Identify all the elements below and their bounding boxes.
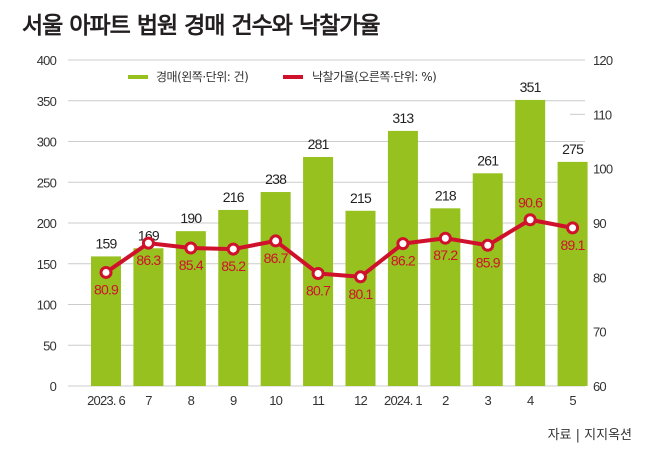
bar-value-label: 216 <box>223 189 245 205</box>
bar <box>472 173 503 386</box>
rate-point <box>99 265 113 279</box>
x-tick-label: 11 <box>312 393 324 408</box>
rate-value-label: 86.3 <box>136 252 161 268</box>
rate-value-label: 85.2 <box>221 258 246 274</box>
left-tick-label: 400 <box>37 53 57 68</box>
x-tick-label: 2024. 1 <box>384 393 422 408</box>
bar-value-label: 238 <box>265 171 287 187</box>
rate-point <box>141 236 155 250</box>
chart-title: 서울 아파트 법원 경매 건수와 낙찰가율 <box>22 13 381 39</box>
rate-value-label: 89.1 <box>561 237 586 253</box>
bar-value-label: 215 <box>350 190 372 206</box>
bar-value-label: 218 <box>435 187 457 203</box>
left-tick-label: 0 <box>50 379 57 394</box>
rate-value-label: 86.7 <box>264 250 289 266</box>
rate-line <box>104 217 573 279</box>
bar <box>218 209 249 386</box>
bar-value-label: 281 <box>308 136 330 152</box>
rate-value-label: 90.6 <box>518 195 543 211</box>
rate-point <box>269 234 283 248</box>
legend-label-auction: 경매(왼쪽·단위: 건) <box>156 70 248 84</box>
bar-value-label: 261 <box>477 152 499 168</box>
rate-value-label: 80.7 <box>306 283 331 299</box>
rate-value-label: 80.1 <box>348 286 373 302</box>
bar <box>515 99 546 386</box>
left-tick-label: 250 <box>37 175 57 190</box>
left-tick-label: 200 <box>37 216 57 231</box>
rate-point <box>438 231 452 245</box>
x-tick-label: 10 <box>269 393 282 408</box>
rate-point <box>523 213 537 227</box>
bar <box>260 192 291 386</box>
x-tick-label: 12 <box>354 393 367 408</box>
bar-value-label: 190 <box>180 210 202 226</box>
x-tick-label: 4 <box>527 393 534 408</box>
right-tick-label: 60 <box>593 379 606 394</box>
rate-value-label: 87.2 <box>433 247 458 263</box>
rate-point <box>311 267 325 281</box>
rate-point <box>184 241 198 255</box>
rate-point <box>566 221 580 235</box>
x-tick-label: 7 <box>145 393 152 408</box>
left-tick-label: 150 <box>37 257 57 272</box>
right-tick-label: 90 <box>593 216 606 231</box>
x-tick-label: 2023. 6 <box>87 393 125 408</box>
right-tick-label: 80 <box>593 270 606 285</box>
right-tick-label: 110 <box>593 107 612 122</box>
right-tick-label: 100 <box>593 162 613 177</box>
x-tick-label: 9 <box>230 393 237 408</box>
left-tick-label: 300 <box>37 135 57 150</box>
bar <box>387 130 418 386</box>
x-tick-label: 5 <box>569 393 576 408</box>
right-tick-label: 120 <box>593 53 613 68</box>
bar <box>345 210 376 386</box>
x-tick-label: 3 <box>485 393 492 408</box>
bar <box>557 161 588 386</box>
rate-value-label: 85.4 <box>179 257 204 273</box>
left-tick-label: 50 <box>43 338 56 353</box>
bar <box>175 231 206 386</box>
right-tick-label: 70 <box>593 325 606 340</box>
bar-value-label: 275 <box>562 141 584 157</box>
rate-point <box>396 237 410 251</box>
left-tick-label: 100 <box>37 298 57 313</box>
left-tick-label: 350 <box>37 94 57 109</box>
legend-label-rate: 낙찰가율(오른쪽·단위: %) <box>312 70 436 84</box>
rate-value-label: 86.2 <box>391 253 416 269</box>
source-note: 자료 | 지지옥션 <box>547 428 632 443</box>
bar-value-label: 159 <box>96 235 118 251</box>
bar-value-label: 313 <box>392 110 414 126</box>
bar-value-label: 351 <box>520 79 542 95</box>
rate-value-label: 85.9 <box>476 254 501 270</box>
x-tick-label: 2 <box>442 393 449 408</box>
rate-value-label: 80.9 <box>94 281 119 297</box>
rate-point <box>226 242 240 256</box>
x-tick-label: 8 <box>188 393 195 408</box>
rate-point <box>481 238 495 252</box>
bar <box>133 248 164 386</box>
rate-point <box>354 270 367 284</box>
